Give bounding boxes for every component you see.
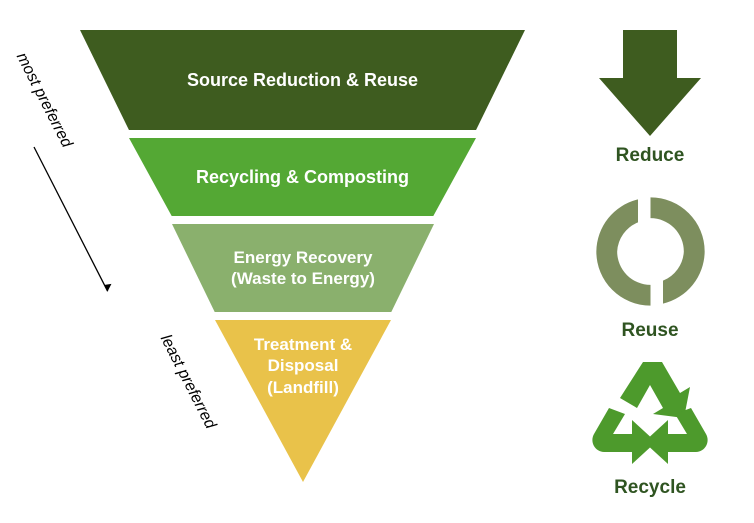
reuse-label: Reuse [621,320,678,342]
tier-label: Recycling & Composting [196,166,409,189]
tier-label: Energy Recovery(Waste to Energy) [231,247,375,290]
recycle-symbol-icon [590,356,710,471]
inverted-pyramid: Source Reduction & Reuse Recycling & Com… [80,30,525,490]
tier-label: Treatment &Disposal(Landfill) [254,334,352,398]
tier-energy-recovery: Energy Recovery(Waste to Energy) [172,224,434,312]
tier-recycling: Recycling & Composting [129,138,476,216]
reduce-label: Reduce [616,145,685,167]
down-arrow-icon [595,24,705,139]
most-preferred-label: most preferred [12,50,75,151]
recycle-label: Recycle [614,477,686,499]
waste-hierarchy-diagram: Source Reduction & Reuse Recycling & Com… [0,0,754,523]
three-rs-column: Reduce Reuse Recycle [560,24,740,499]
swirl-arrows-icon [588,189,713,314]
reuse-item: Reuse [588,189,713,342]
tier-source-reduction: Source Reduction & Reuse [80,30,525,130]
tier-treatment-disposal: Treatment &Disposal(Landfill) [215,320,391,482]
reduce-item: Reduce [595,24,705,167]
recycle-item: Recycle [590,356,710,499]
tier-label: Source Reduction & Reuse [187,69,418,92]
